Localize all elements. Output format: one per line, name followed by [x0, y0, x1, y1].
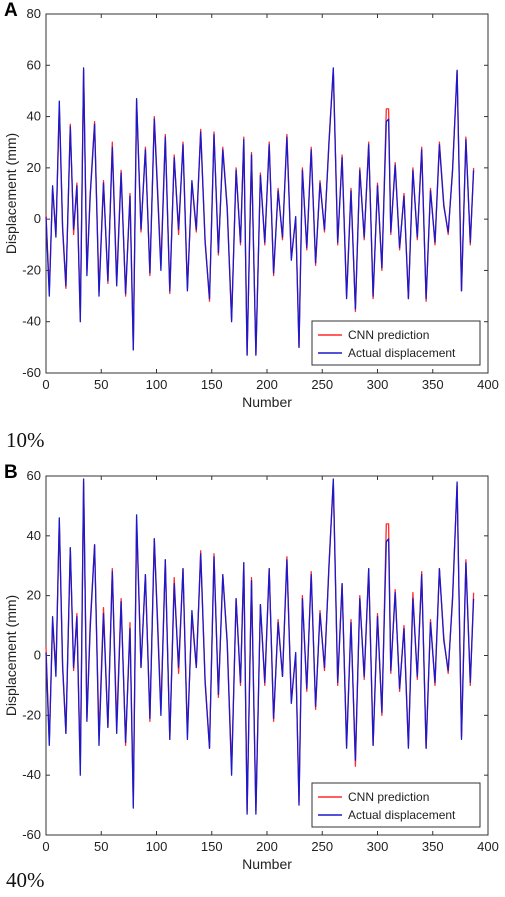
legend-label-0: CNN prediction	[348, 790, 429, 804]
x-tick-label: 0	[42, 839, 49, 854]
y-tick-label: -60	[22, 827, 41, 842]
x-tick-label: 100	[146, 377, 168, 392]
chart-a-svg: 0 50 100 150 200 250 300 350 400 -60 -40 -20 0 20 40 60…	[3, 6, 499, 410]
x-tick-label: 400	[477, 839, 499, 854]
x-tick-label: 300	[367, 377, 389, 392]
plot-area	[45, 475, 489, 836]
x-tick-label: 50	[94, 839, 108, 854]
legend-label-0: CNN prediction	[348, 328, 429, 342]
y-tick-label: 80	[27, 6, 41, 21]
y-tick-label: -20	[22, 262, 41, 277]
x-tick-label: 250	[311, 377, 333, 392]
caption-a: 10%	[6, 428, 45, 452]
x-tick-label: 350	[422, 377, 444, 392]
x-tick-label: 150	[201, 377, 223, 392]
y-tick-label: 40	[27, 528, 41, 543]
panel-label-a: A	[4, 0, 18, 21]
y-axis-label: Displacement (mm)	[3, 595, 19, 716]
x-tick-label: 250	[311, 839, 333, 854]
x-axis-label: Number	[242, 856, 292, 872]
x-tick-label: 200	[256, 839, 278, 854]
y-tick-label: 20	[27, 588, 41, 603]
y-tick-label: -20	[22, 707, 41, 722]
y-tick-label: 20	[27, 160, 41, 175]
x-tick-label: 100	[146, 839, 168, 854]
x-tick-label: 400	[477, 377, 499, 392]
y-tick-label: 60	[27, 57, 41, 72]
y-tick-label: -40	[22, 314, 41, 329]
x-tick-label: 200	[256, 377, 278, 392]
legend-label-1: Actual displacement	[348, 346, 456, 360]
y-tick-label: 0	[34, 648, 41, 663]
series-line-1	[45, 478, 475, 815]
legend-box	[311, 782, 481, 828]
panel-label-b: B	[4, 462, 18, 483]
y-tick-label: -60	[22, 365, 41, 380]
legend-label-1: Actual displacement	[348, 808, 456, 822]
x-tick-label: 50	[94, 377, 108, 392]
y-tick-label: 60	[27, 468, 41, 483]
y-tick-label: 0	[34, 211, 41, 226]
x-tick-label: 350	[422, 839, 444, 854]
chart-b-svg: 0 50 100 150 200 250 300 350 400 -60 -40 -20 0 20 40 60…	[3, 468, 499, 872]
y-tick-label: -40	[22, 767, 41, 782]
x-axis-label: Number	[242, 394, 292, 410]
y-axis-label: Displacement (mm)	[3, 133, 19, 254]
chart-panel-a: A 0 50 100 150 200 250 300 350 400 -60 -40 -20 0 20 40…	[0, 0, 505, 420]
x-tick-label: 300	[367, 839, 389, 854]
legend-box	[311, 320, 481, 366]
chart-panel-b: B 0 50 100 150 200 250 300 350 400 -60 -40 -20 0 20 40…	[0, 462, 505, 882]
caption-b: 40%	[6, 868, 45, 892]
series-line-1	[45, 67, 475, 356]
x-tick-label: 0	[42, 377, 49, 392]
x-tick-label: 150	[201, 839, 223, 854]
y-tick-label: 40	[27, 109, 41, 124]
